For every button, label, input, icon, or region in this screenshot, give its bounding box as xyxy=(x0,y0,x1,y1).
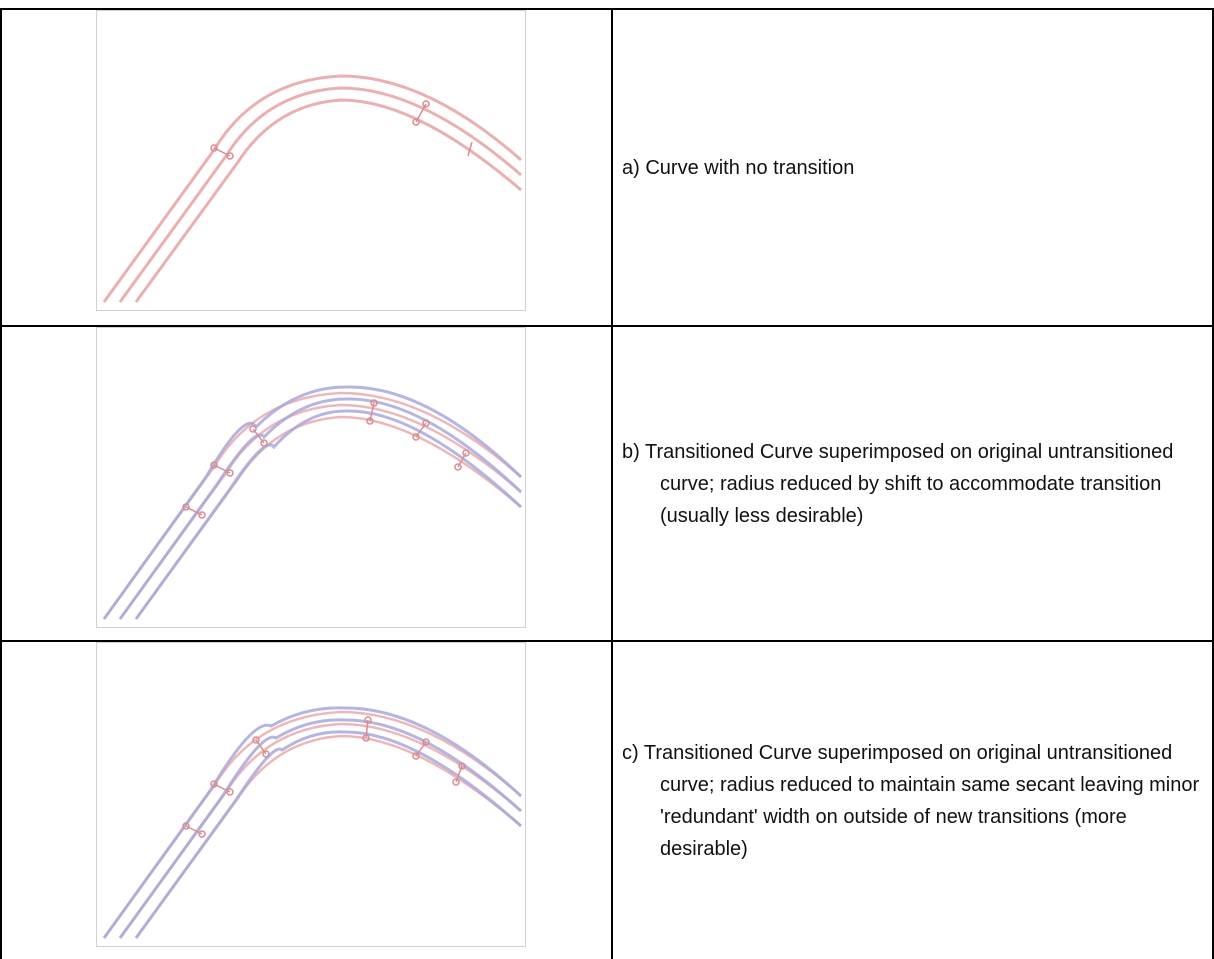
row-divider-1 xyxy=(0,325,1214,327)
figure-b-curve-shift xyxy=(96,327,526,628)
figure-c-curve-secant xyxy=(96,642,526,947)
figure-a-curve-no-transition xyxy=(96,10,526,311)
caption-b: b) Transitioned Curve superimposed on or… xyxy=(622,327,1202,640)
caption-a-text: a) Curve with no transition xyxy=(622,156,855,179)
row-divider-2 xyxy=(0,640,1214,642)
table-right-border xyxy=(1212,8,1214,959)
caption-c-text: c) Transitioned Curve superimposed on or… xyxy=(622,741,1200,860)
caption-b-text: b) Transitioned Curve superimposed on or… xyxy=(622,440,1174,527)
caption-a: a) Curve with no transition xyxy=(622,10,1202,325)
table-left-border xyxy=(0,8,2,959)
caption-c: c) Transitioned Curve superimposed on or… xyxy=(622,642,1202,959)
table-top-border xyxy=(0,8,1214,10)
column-divider xyxy=(611,8,613,959)
